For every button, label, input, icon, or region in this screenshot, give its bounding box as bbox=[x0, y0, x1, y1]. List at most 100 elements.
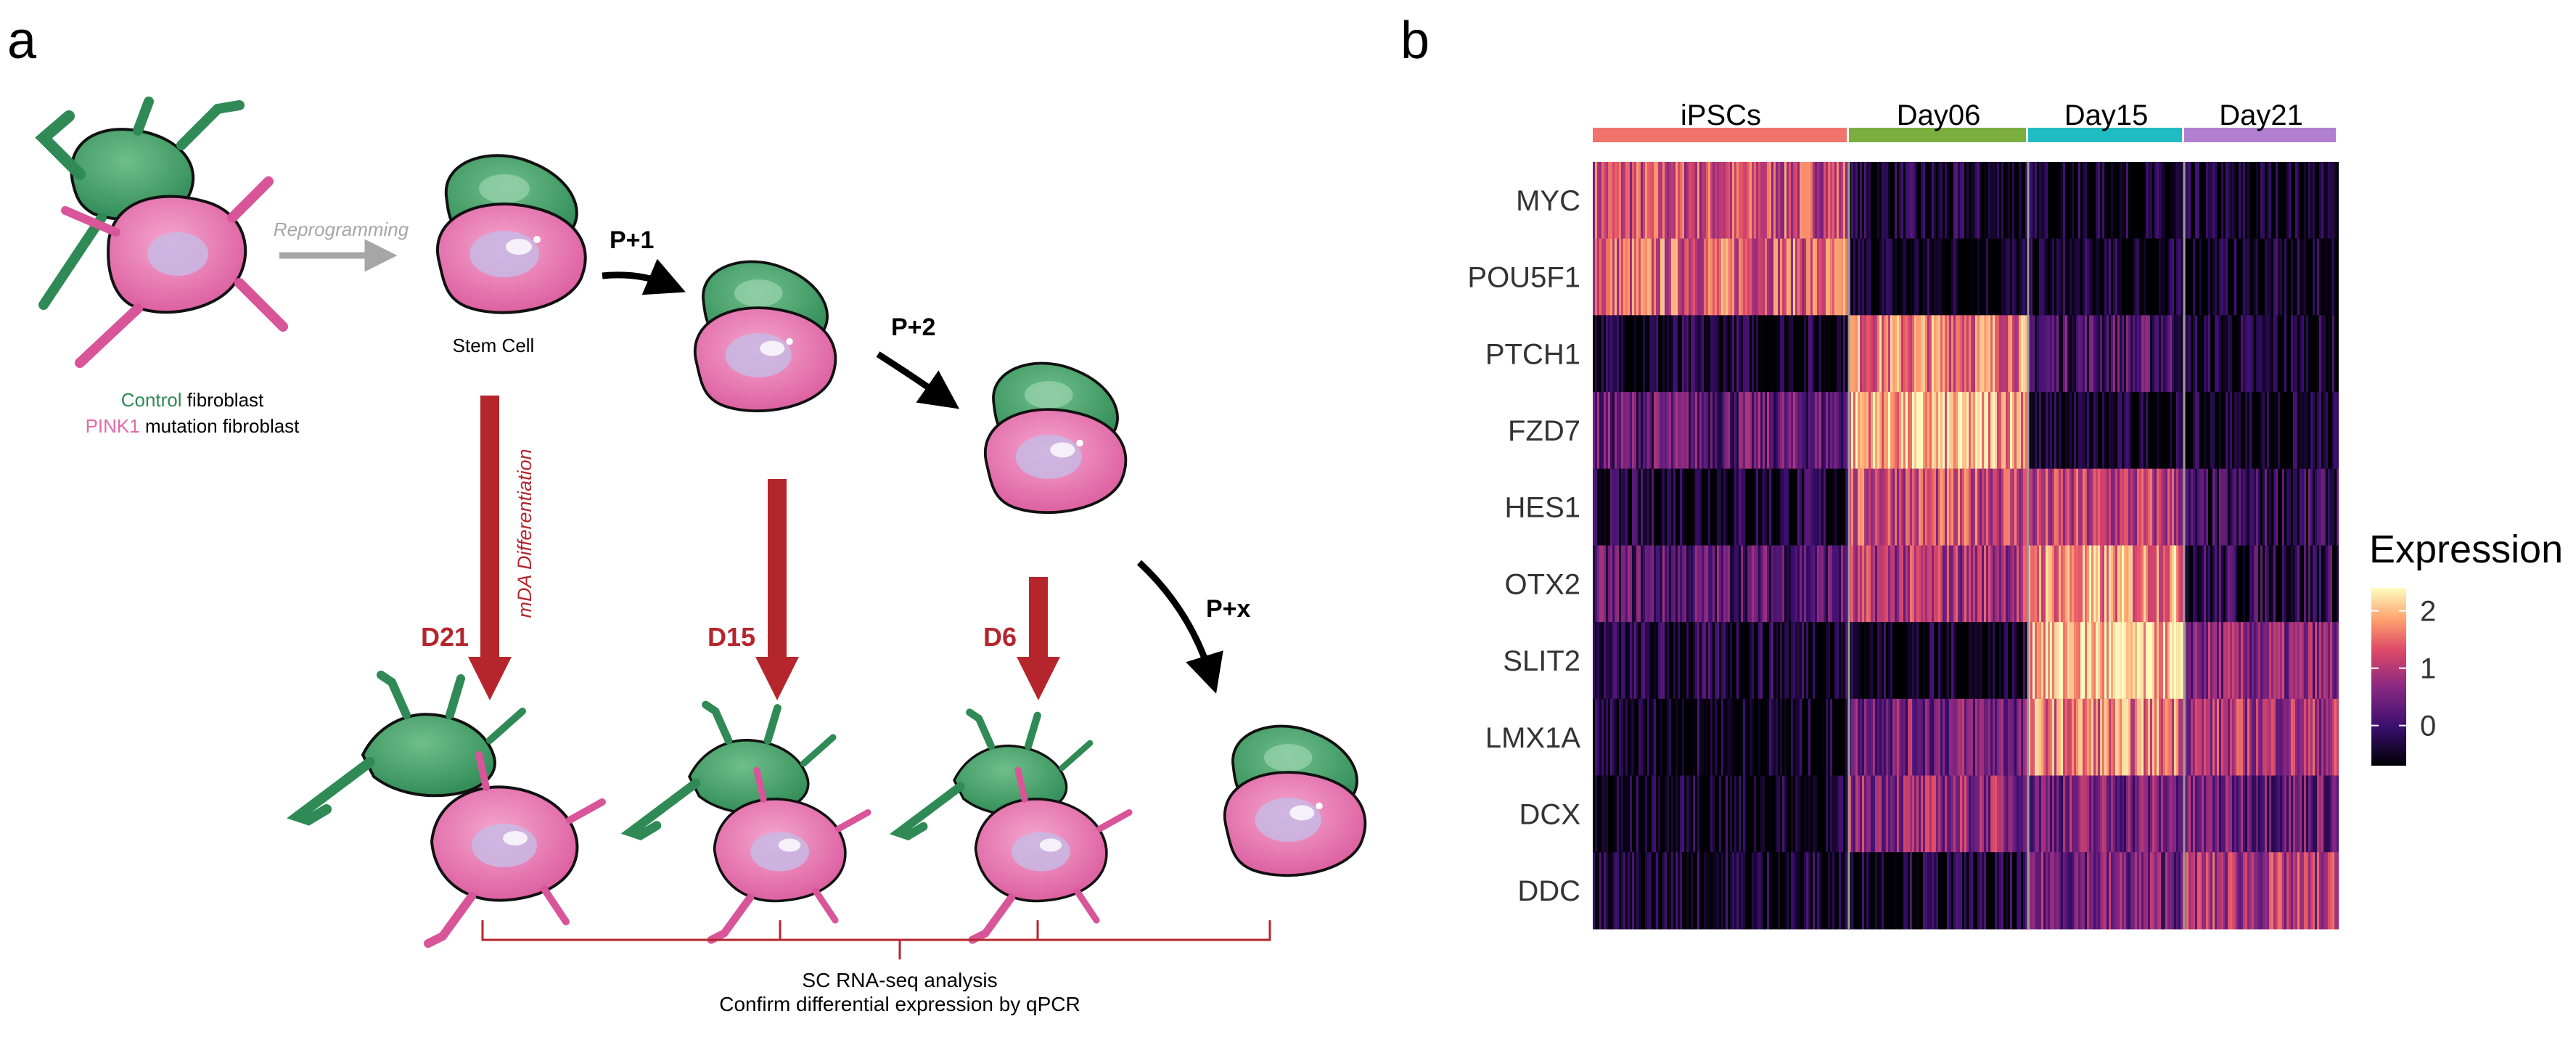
heatmap-cell bbox=[1773, 698, 1776, 777]
heatmap-cell bbox=[1910, 238, 1912, 316]
heatmap-cell bbox=[2273, 162, 2276, 240]
heatmap-cell bbox=[1604, 392, 1606, 470]
heatmap-cell bbox=[1723, 392, 1726, 470]
heatmap-cell bbox=[2033, 698, 2035, 777]
heatmap-cell bbox=[2085, 315, 2087, 393]
heatmap-cell bbox=[1708, 545, 1710, 623]
heatmap-cell bbox=[2117, 698, 2120, 777]
heatmap-cell bbox=[2204, 315, 2206, 393]
heatmap-cell bbox=[2010, 392, 2012, 470]
heatmap-cell bbox=[2256, 238, 2258, 316]
heatmap-cell bbox=[2317, 622, 2319, 700]
heatmap-cell bbox=[1778, 468, 1780, 546]
heatmap-cell bbox=[2130, 315, 2133, 393]
heatmap-cell bbox=[1789, 392, 1791, 470]
heatmap-cell bbox=[2059, 238, 2061, 316]
heatmap-cell bbox=[2078, 545, 2080, 623]
heatmap-cell bbox=[2267, 545, 2269, 623]
heatmap-cell bbox=[2109, 622, 2111, 700]
heatmap-cell bbox=[1782, 315, 1784, 393]
heatmap-cell bbox=[2330, 852, 2332, 930]
heatmap-cell bbox=[2317, 852, 2319, 930]
heatmap-cell bbox=[2223, 622, 2226, 700]
heatmap-cell bbox=[1763, 315, 1765, 393]
heatmap-cell bbox=[2256, 162, 2258, 240]
heatmap-cell bbox=[1938, 698, 1940, 777]
heatmap-cell bbox=[2219, 775, 2221, 853]
heatmap-cell bbox=[2030, 162, 2033, 240]
heatmap-cell bbox=[2161, 545, 2163, 623]
heatmap-cell bbox=[1671, 698, 1673, 777]
heatmap-cell bbox=[1647, 622, 1649, 700]
heatmap-cell bbox=[2070, 238, 2072, 316]
heatmap-cell bbox=[2130, 392, 2133, 470]
heatmap-cell bbox=[2003, 698, 2006, 777]
heatmap-cell bbox=[1599, 392, 1601, 470]
heatmap-cell bbox=[1758, 775, 1760, 853]
heatmap-cell bbox=[2228, 315, 2230, 393]
heatmap-cell bbox=[1808, 698, 1810, 777]
heatmap-cell bbox=[2223, 852, 2226, 930]
heatmap-cell bbox=[2033, 238, 2035, 316]
heatmap-cell bbox=[1871, 698, 1873, 777]
heatmap-cell bbox=[1771, 238, 1773, 316]
heatmap-cell bbox=[2083, 852, 2085, 930]
heatmap-cell bbox=[1977, 468, 1980, 546]
heatmap-cell bbox=[2278, 392, 2280, 470]
heatmap-cell bbox=[1830, 238, 1832, 316]
heatmap-cell bbox=[1808, 852, 1810, 930]
heatmap-cell bbox=[2337, 238, 2339, 316]
heatmap-cell bbox=[2059, 622, 2061, 700]
heatmap-cell bbox=[2239, 545, 2241, 623]
heatmap-cell bbox=[1743, 238, 1745, 316]
heatmap-cell bbox=[1869, 775, 1871, 853]
heatmap-cell bbox=[2269, 162, 2271, 240]
heatmap-cell bbox=[1717, 852, 1719, 930]
heatmap-cell bbox=[2323, 545, 2326, 623]
heatmap-cell bbox=[1919, 162, 1921, 240]
heatmap-cell bbox=[1595, 545, 1597, 623]
heatmap-cell bbox=[1925, 622, 1927, 700]
heatmap-cell bbox=[2067, 698, 2070, 777]
heatmap-cell bbox=[2252, 238, 2254, 316]
heatmap-cell bbox=[1595, 392, 1597, 470]
heatmap-cell bbox=[1695, 392, 1697, 470]
heatmap-cell bbox=[2021, 698, 2023, 777]
heatmap-cell bbox=[1630, 698, 1632, 777]
heatmap-cell bbox=[2282, 468, 2284, 546]
heatmap-cell bbox=[1795, 622, 1797, 700]
heatmap-cell bbox=[2137, 315, 2139, 393]
heatmap-cell bbox=[2167, 775, 2170, 853]
heatmap-cell bbox=[1593, 698, 1595, 777]
heatmap-cell bbox=[1758, 392, 1760, 470]
heatmap-cell bbox=[2186, 238, 2189, 316]
heatmap-cell bbox=[2228, 622, 2230, 700]
heatmap-cell bbox=[2319, 392, 2321, 470]
heatmap-cell bbox=[1689, 238, 1691, 316]
heatmap-cell bbox=[2256, 468, 2258, 546]
heatmap-cell bbox=[1728, 468, 1730, 546]
heatmap-cell bbox=[1715, 852, 1717, 930]
heatmap-cell bbox=[1975, 315, 1977, 393]
heatmap-cell bbox=[1919, 392, 1921, 470]
heatmap-cell bbox=[2089, 162, 2091, 240]
heatmap-cell bbox=[2080, 162, 2083, 240]
heatmap-cell bbox=[2230, 852, 2232, 930]
heatmap-cell bbox=[1966, 468, 1969, 546]
heatmap-cell bbox=[1910, 852, 1912, 930]
heatmap-cell bbox=[2212, 468, 2215, 546]
heatmap-cell bbox=[2139, 622, 2141, 700]
heatmap-cell bbox=[1908, 162, 1910, 240]
heatmap-cell bbox=[2063, 775, 2065, 853]
heatmap-cell bbox=[1784, 468, 1787, 546]
heatmap-cell bbox=[2163, 315, 2165, 393]
heatmap-cell bbox=[2078, 162, 2080, 240]
heatmap-cell bbox=[2017, 545, 2019, 623]
heatmap-cell bbox=[1625, 468, 1628, 546]
heatmap-cell bbox=[1754, 545, 1756, 623]
heatmap-cell bbox=[2010, 545, 2012, 623]
heatmap-cell bbox=[1784, 852, 1787, 930]
heatmap-cell bbox=[2065, 775, 2067, 853]
heatmap-cell bbox=[1678, 622, 1680, 700]
heatmap-cell bbox=[1839, 852, 1841, 930]
